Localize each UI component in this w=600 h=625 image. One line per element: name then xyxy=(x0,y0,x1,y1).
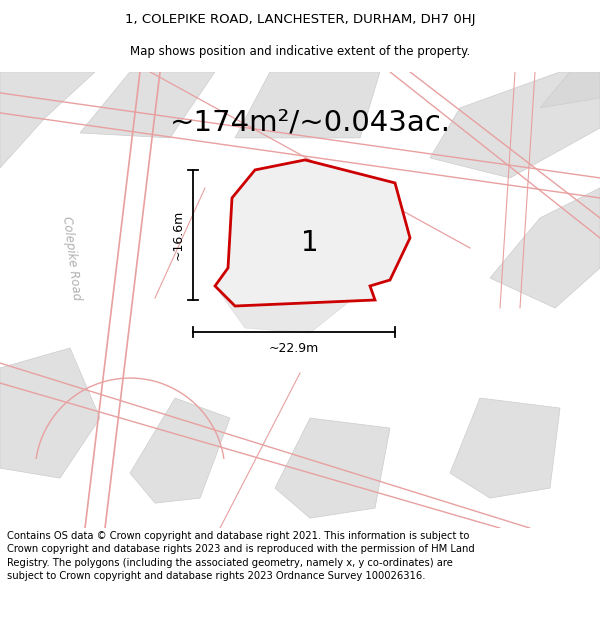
Polygon shape xyxy=(215,160,410,306)
Polygon shape xyxy=(235,72,380,138)
Text: ~22.9m: ~22.9m xyxy=(269,342,319,355)
Polygon shape xyxy=(130,398,230,503)
Polygon shape xyxy=(80,72,215,138)
Text: ~174m²/~0.043ac.: ~174m²/~0.043ac. xyxy=(170,109,451,137)
Polygon shape xyxy=(275,418,390,518)
Polygon shape xyxy=(450,398,560,498)
Text: 1, COLEPIKE ROAD, LANCHESTER, DURHAM, DH7 0HJ: 1, COLEPIKE ROAD, LANCHESTER, DURHAM, DH… xyxy=(125,13,475,26)
Text: Map shows position and indicative extent of the property.: Map shows position and indicative extent… xyxy=(130,44,470,58)
Text: 1: 1 xyxy=(301,229,319,257)
Text: Colepike Road: Colepike Road xyxy=(61,215,83,301)
Polygon shape xyxy=(220,233,360,333)
Text: ~16.6m: ~16.6m xyxy=(172,210,185,260)
Polygon shape xyxy=(430,72,600,178)
Polygon shape xyxy=(490,188,600,308)
Polygon shape xyxy=(0,72,95,168)
Polygon shape xyxy=(0,348,100,478)
Polygon shape xyxy=(540,72,600,108)
Text: Contains OS data © Crown copyright and database right 2021. This information is : Contains OS data © Crown copyright and d… xyxy=(7,531,475,581)
